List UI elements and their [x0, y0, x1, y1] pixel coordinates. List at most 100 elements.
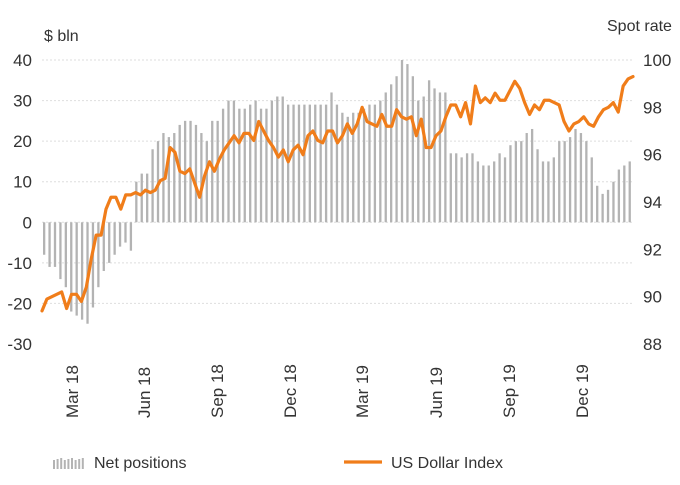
net-position-bar [509, 145, 512, 223]
net-position-bar [286, 104, 290, 223]
net-position-bar [249, 104, 252, 223]
net-position-bar [221, 108, 225, 223]
net-position-bar [118, 222, 122, 247]
net-position-bar [75, 222, 78, 316]
net-position-bar [200, 133, 203, 223]
net-position-bar [53, 222, 57, 267]
net-position-bar [465, 153, 469, 223]
net-position-bar [319, 104, 322, 223]
net-position-bar [276, 96, 279, 223]
net-position-bar [173, 133, 176, 223]
net-position-bar [536, 149, 539, 223]
net-position-bar [612, 181, 615, 223]
net-position-bar [124, 222, 127, 243]
net-position-bar [411, 76, 414, 223]
net-position-bar [541, 161, 545, 223]
net-position-bar [563, 141, 566, 223]
net-position-bar [102, 222, 105, 271]
net-position-bar [129, 222, 133, 251]
x-axis-ticks: Mar 18 Jun 18 Sep 18 Dec 18 Mar 19 Jun 19 Sep … [63, 364, 592, 418]
net-position-bar [265, 108, 268, 223]
net-position-bar [568, 137, 572, 223]
left-tick-label: -10 [7, 254, 32, 273]
net-position-bar [270, 100, 274, 223]
net-position-bar [205, 141, 208, 223]
swatch-bar [81, 457, 84, 469]
net-position-bar [558, 141, 561, 223]
net-positions-bars [43, 60, 631, 324]
swatch-bar [78, 458, 81, 469]
net-position-bar [341, 112, 344, 223]
net-position-bar [433, 88, 436, 223]
net-position-bar [395, 76, 398, 223]
net-position-bar [406, 64, 409, 223]
left-tick-label: 20 [13, 132, 32, 151]
net-position-bar [384, 92, 387, 223]
left-tick-label: -30 [7, 335, 32, 354]
net-position-bar [498, 153, 501, 223]
us-dollar-index-line [40, 74, 635, 313]
left-tick-label: 10 [13, 173, 32, 192]
swatch-bar [56, 458, 59, 469]
net-position-bar [373, 104, 377, 223]
net-position-bar [417, 100, 420, 223]
net-position-bar [335, 104, 339, 223]
net-position-bar [379, 100, 382, 223]
net-position-bar [178, 124, 181, 223]
net-position-bar [243, 108, 246, 223]
net-position-bar [324, 104, 328, 223]
left-axis-label: $ bln [44, 28, 79, 45]
net-position-bar [601, 193, 604, 223]
left-tick-label: 40 [13, 51, 32, 70]
net-position-bar [444, 92, 447, 223]
swatch-bar [67, 458, 70, 469]
net-position-bar [449, 153, 452, 223]
net-position-bar [297, 104, 301, 223]
left-tick-label: 0 [23, 213, 32, 232]
x-tick-label: Jun 19 [427, 367, 446, 418]
net-position-bar [281, 96, 284, 223]
net-position-bar [43, 222, 46, 255]
net-position-bar [194, 124, 198, 223]
net-position-bar [64, 222, 67, 288]
net-position-bar [254, 100, 257, 223]
net-position-bar [211, 120, 214, 223]
net-position-bar [292, 104, 295, 223]
net-position-bar [585, 141, 588, 223]
net-position-bar [113, 222, 116, 255]
net-position-bar [146, 173, 149, 223]
swatch-bar [63, 459, 66, 469]
net-position-bar [308, 104, 311, 223]
legend-net-positions: Net positions [52, 452, 187, 476]
net-position-bar [476, 161, 480, 223]
right-tick-label: 94 [643, 193, 662, 212]
net-position-bar [91, 222, 95, 308]
x-tick-label: Jun 18 [135, 367, 154, 418]
net-position-bar [238, 108, 241, 223]
gridlines [42, 59, 633, 304]
net-position-bar [438, 92, 442, 223]
x-tick-label: Sep 19 [500, 364, 519, 418]
net-position-bar [514, 141, 518, 223]
net-position-bar [232, 100, 236, 223]
net-position-bar [352, 112, 355, 223]
right-axis-label: Spot rate [607, 18, 672, 35]
net-position-bar [227, 100, 230, 223]
net-position-bar [135, 181, 138, 223]
net-position-bar [330, 92, 333, 223]
net-position-bar [617, 169, 621, 223]
swatch-bar [71, 457, 73, 469]
net-position-bar [427, 80, 431, 223]
net-position-bar [368, 104, 371, 223]
x-tick-label: Mar 18 [63, 365, 82, 418]
net-position-bar [390, 84, 393, 223]
swatch-bar [74, 459, 77, 469]
net-position-bar [216, 120, 219, 223]
x-tick-label: Dec 19 [573, 364, 592, 418]
net-position-bar [362, 108, 366, 223]
net-position-bar [579, 133, 583, 223]
net-position-bar [628, 161, 631, 223]
net-position-bar [422, 96, 425, 223]
line-swatch-icon [343, 455, 383, 474]
net-position-bar [547, 161, 550, 223]
